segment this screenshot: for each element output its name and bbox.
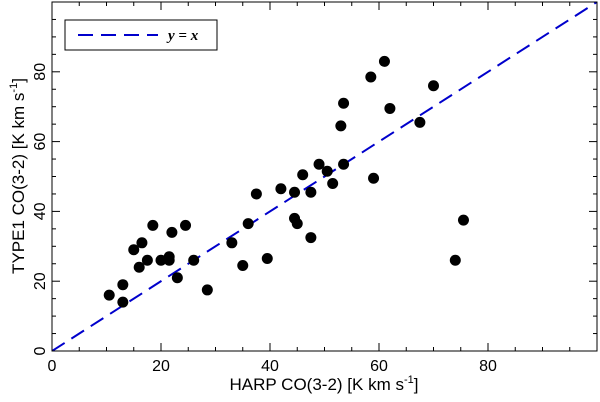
data-point bbox=[128, 244, 140, 256]
data-point bbox=[428, 80, 439, 92]
x-tick-label: 20 bbox=[152, 358, 170, 375]
data-point bbox=[365, 71, 377, 83]
data-point bbox=[163, 254, 175, 266]
x-tick-label: 60 bbox=[370, 358, 388, 375]
data-point bbox=[305, 186, 317, 198]
data-point bbox=[338, 97, 350, 109]
data-point bbox=[291, 218, 303, 230]
y-tick-label: 0 bbox=[32, 346, 49, 355]
data-point bbox=[335, 120, 347, 132]
data-point bbox=[275, 183, 287, 195]
y-tick-label: 60 bbox=[32, 133, 49, 151]
data-point bbox=[166, 226, 178, 238]
data-point bbox=[261, 253, 273, 265]
y-tick-label: 20 bbox=[32, 272, 49, 290]
data-point bbox=[378, 55, 390, 67]
x-tick-label: 0 bbox=[48, 358, 57, 375]
data-point bbox=[117, 296, 129, 308]
data-point bbox=[384, 102, 396, 114]
data-point bbox=[226, 237, 238, 249]
data-point bbox=[449, 254, 461, 266]
y-axis-title: TYPE1 CO(3-2) [K km s-1] bbox=[8, 78, 28, 274]
reference-line-y-equals-x bbox=[52, 2, 597, 351]
data-point bbox=[147, 219, 159, 231]
data-point bbox=[180, 219, 192, 231]
data-point bbox=[250, 188, 262, 200]
data-point bbox=[457, 214, 469, 226]
data-point bbox=[289, 186, 301, 198]
y-tick-label: 80 bbox=[32, 63, 49, 81]
data-point bbox=[117, 279, 129, 291]
x-axis-title: HARP CO(3-2) [K km s-1] bbox=[230, 374, 419, 394]
axis-ticks: 0 20 40 60 80 0 20 40 60 80 bbox=[32, 1, 598, 375]
data-point bbox=[414, 116, 426, 128]
data-point bbox=[201, 284, 213, 296]
data-point bbox=[237, 259, 249, 271]
x-tick-label: 40 bbox=[261, 358, 279, 375]
data-point bbox=[242, 218, 254, 230]
data-point bbox=[338, 158, 350, 170]
legend: y = x bbox=[64, 19, 218, 51]
reference-line-layer bbox=[52, 2, 597, 351]
data-point bbox=[313, 158, 325, 170]
data-point bbox=[188, 254, 200, 266]
data-point bbox=[297, 169, 309, 181]
data-point bbox=[368, 172, 380, 184]
data-point bbox=[327, 177, 339, 189]
legend-label: y = x bbox=[166, 28, 199, 44]
data-points-layer bbox=[103, 55, 469, 308]
data-point bbox=[171, 272, 183, 284]
data-point bbox=[103, 289, 115, 301]
data-point bbox=[305, 232, 317, 244]
data-point bbox=[321, 165, 333, 177]
data-point bbox=[133, 261, 145, 273]
data-point bbox=[141, 254, 153, 266]
data-point bbox=[136, 237, 148, 249]
x-tick-label: 80 bbox=[479, 358, 497, 375]
y-tick-label: 40 bbox=[32, 202, 49, 220]
